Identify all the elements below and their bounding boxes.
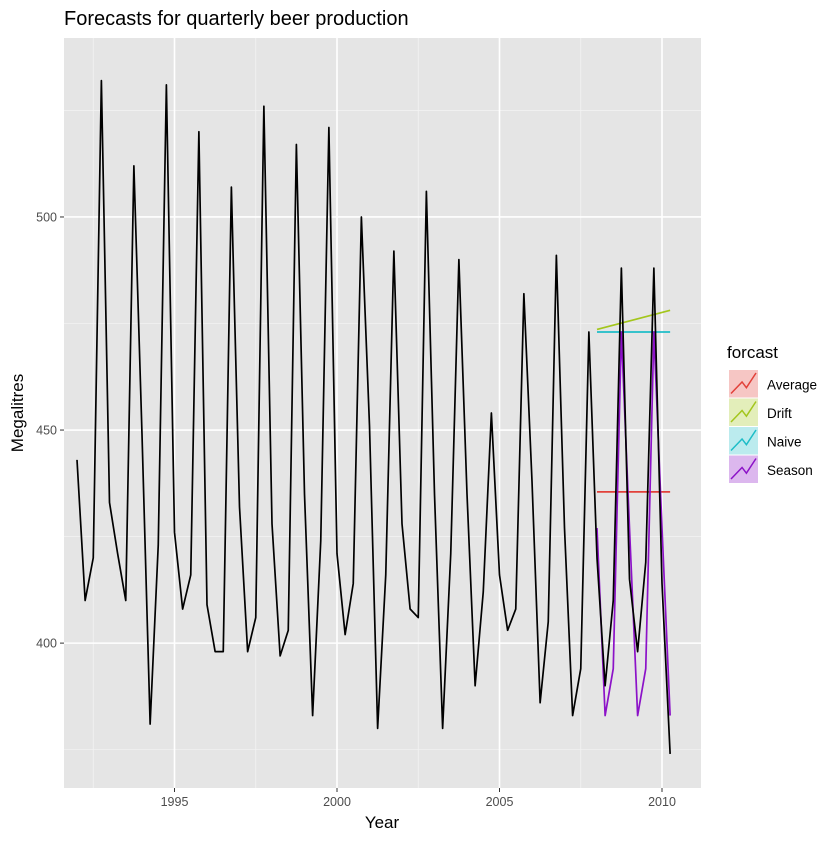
history-layer <box>76 79 671 754</box>
x-tick-label: 2005 <box>486 795 514 809</box>
y-tick-label: 400 <box>36 637 57 651</box>
legend-key-line <box>730 429 757 452</box>
history-line <box>76 79 671 754</box>
legend-key-line <box>730 372 757 395</box>
grid-minor <box>64 38 701 788</box>
y-tick-label: 450 <box>36 424 57 438</box>
legend-item-season: Season <box>729 455 813 483</box>
series-line-drift <box>596 309 671 331</box>
x-tick-label: 2000 <box>323 795 351 809</box>
legend-item-drift: Drift <box>729 398 792 426</box>
grid-major <box>64 38 701 788</box>
x-tick-label: 2010 <box>648 795 676 809</box>
legend: forcast Average Drift Naive Season <box>727 343 817 483</box>
legend-title: forcast <box>727 343 778 362</box>
legend-label: Drift <box>767 406 792 421</box>
legend-label: Naive <box>767 434 802 449</box>
y-tick-label: 500 <box>36 210 57 224</box>
x-axis: 1995 2000 2005 2010 <box>161 788 676 809</box>
plot-panel <box>64 38 701 788</box>
legend-key-line <box>730 401 757 423</box>
x-axis-title: Year <box>365 813 400 832</box>
legend-item-naive: Naive <box>729 427 802 455</box>
legend-label: Average <box>767 377 817 392</box>
legend-key-line <box>730 458 757 480</box>
x-tick-label: 1995 <box>161 795 189 809</box>
y-axis-title: Megalitres <box>8 374 27 452</box>
legend-items: Average Drift Naive Season <box>729 370 817 483</box>
chart-title: Forecasts for quarterly beer production <box>64 8 409 30</box>
legend-label: Season <box>767 463 813 478</box>
y-axis: 400 450 500 <box>36 210 64 651</box>
legend-item-average: Average <box>729 370 817 398</box>
